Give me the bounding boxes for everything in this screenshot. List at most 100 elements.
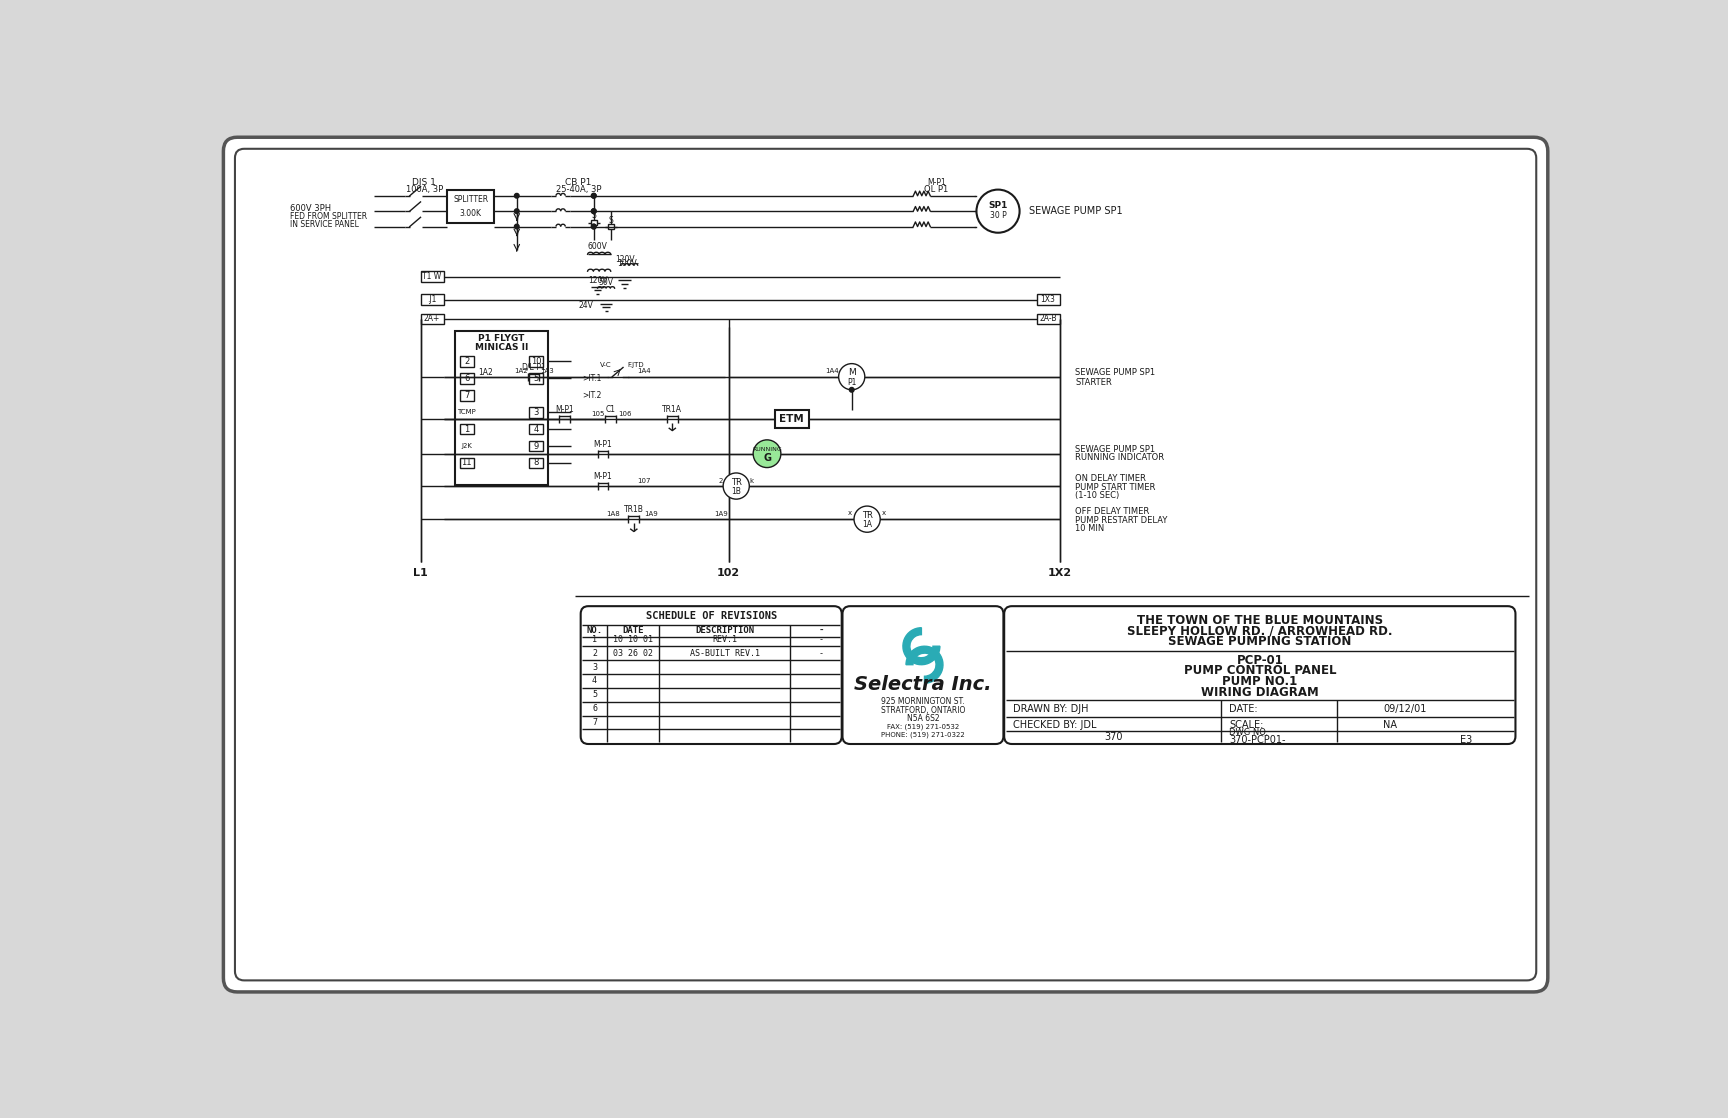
Bar — [529, 424, 543, 435]
Text: -: - — [819, 626, 824, 635]
Text: L1: L1 — [413, 568, 429, 578]
Text: NA: NA — [1382, 720, 1396, 730]
Circle shape — [753, 439, 781, 467]
Circle shape — [854, 506, 880, 532]
Text: 120V: 120V — [588, 276, 608, 285]
Bar — [1037, 313, 1059, 324]
Text: THE TOWN OF THE BLUE MOUNTAINS: THE TOWN OF THE BLUE MOUNTAINS — [1137, 614, 1382, 626]
Text: T1 W: T1 W — [422, 272, 442, 281]
Text: 1A2: 1A2 — [513, 368, 527, 375]
Text: 1A9: 1A9 — [645, 511, 658, 517]
Circle shape — [850, 388, 854, 392]
Bar — [460, 390, 473, 400]
Text: 100A, 3P: 100A, 3P — [406, 186, 442, 195]
Text: STARTER: STARTER — [1075, 378, 1111, 387]
Text: 3.00K: 3.00K — [460, 209, 482, 218]
Text: 6: 6 — [465, 373, 470, 382]
Text: DATE: DATE — [622, 626, 645, 635]
Text: >IT.1: >IT.1 — [582, 373, 601, 382]
Circle shape — [515, 209, 518, 214]
Text: 1X3: 1X3 — [1040, 295, 1056, 304]
Text: 25-40A, 3P: 25-40A, 3P — [556, 186, 601, 195]
Text: IN SERVICE PANEL: IN SERVICE PANEL — [290, 220, 358, 229]
Text: 10: 10 — [530, 357, 541, 366]
Text: DWG NO.: DWG NO. — [1229, 728, 1268, 737]
Bar — [448, 190, 494, 224]
Circle shape — [591, 209, 596, 214]
Text: 5: 5 — [593, 690, 598, 699]
FancyBboxPatch shape — [843, 606, 1004, 743]
Text: SPLITTER: SPLITTER — [453, 196, 487, 205]
Text: S: S — [608, 216, 613, 225]
Text: STRATFORD, ONTARIO: STRATFORD, ONTARIO — [881, 705, 966, 714]
Bar — [529, 440, 543, 452]
Text: SEWAGE PUMP SP1: SEWAGE PUMP SP1 — [1075, 445, 1154, 454]
Text: REV.1: REV.1 — [712, 635, 738, 644]
Text: 1A9: 1A9 — [714, 511, 727, 517]
Text: 1: 1 — [465, 425, 470, 434]
Bar — [460, 424, 473, 435]
Text: E3: E3 — [1460, 736, 1472, 746]
FancyBboxPatch shape — [1004, 606, 1515, 743]
Text: OL P1: OL P1 — [924, 186, 949, 195]
Bar — [460, 457, 473, 468]
Text: 7: 7 — [593, 718, 598, 727]
Text: ON DELAY TIMER: ON DELAY TIMER — [1075, 474, 1146, 483]
Text: 600V 3PH: 600V 3PH — [290, 205, 330, 214]
Text: 1A4: 1A4 — [826, 368, 840, 373]
Circle shape — [591, 209, 596, 214]
Text: 30 P: 30 P — [990, 210, 1006, 219]
Text: D/L-P1: D/L-P1 — [522, 363, 546, 372]
Text: P1 FLYGT: P1 FLYGT — [479, 333, 525, 343]
Text: PUMP NO.1: PUMP NO.1 — [1222, 675, 1298, 689]
Text: 2: 2 — [593, 648, 598, 657]
FancyBboxPatch shape — [581, 606, 842, 743]
Text: 370-PCP01-: 370-PCP01- — [1229, 736, 1286, 746]
Text: 1A4: 1A4 — [638, 368, 651, 375]
Text: M-P1: M-P1 — [926, 178, 945, 187]
Text: ETM: ETM — [779, 414, 804, 424]
Circle shape — [515, 193, 518, 198]
Bar — [529, 407, 543, 417]
Bar — [420, 272, 444, 282]
Text: x: x — [881, 510, 886, 517]
Text: M-P1: M-P1 — [555, 406, 574, 415]
Text: 102: 102 — [717, 568, 740, 578]
Bar — [460, 373, 473, 383]
Wedge shape — [904, 627, 940, 665]
Text: NO.: NO. — [586, 626, 603, 635]
Bar — [1037, 294, 1059, 305]
Text: PUMP START TIMER: PUMP START TIMER — [1075, 483, 1156, 492]
Text: 3: 3 — [593, 663, 598, 672]
Text: G: G — [764, 453, 771, 463]
Text: N5A 6S2: N5A 6S2 — [907, 714, 940, 723]
Text: SCHEDULE OF REVISIONS: SCHEDULE OF REVISIONS — [646, 612, 778, 622]
Circle shape — [591, 193, 596, 198]
Text: DIS 1: DIS 1 — [413, 178, 435, 187]
Text: 1X2: 1X2 — [1047, 568, 1071, 578]
Text: TR1A: TR1A — [662, 406, 683, 415]
Bar — [529, 356, 543, 367]
Text: -: - — [819, 648, 824, 657]
Text: P1: P1 — [847, 378, 857, 387]
Text: 2A-B: 2A-B — [1039, 314, 1058, 323]
Circle shape — [591, 225, 596, 229]
Text: PCP-01: PCP-01 — [1236, 654, 1284, 666]
Bar — [529, 373, 543, 383]
Text: 120V: 120V — [615, 255, 634, 264]
Bar — [591, 220, 596, 225]
Bar — [529, 457, 543, 468]
Text: 600V: 600V — [588, 243, 608, 252]
Text: 10 MIN: 10 MIN — [1075, 524, 1104, 533]
Bar — [608, 225, 613, 229]
Text: k: k — [750, 477, 753, 484]
Text: 4: 4 — [593, 676, 598, 685]
Text: 6: 6 — [593, 704, 598, 713]
Text: SP1: SP1 — [988, 200, 1007, 209]
Text: 5: 5 — [534, 373, 539, 382]
Text: 24V: 24V — [579, 302, 593, 311]
Text: (1-10 SEC): (1-10 SEC) — [1075, 491, 1120, 500]
Text: FAX: (519) 271-0532: FAX: (519) 271-0532 — [886, 723, 959, 730]
Text: RUNNING INDICATOR: RUNNING INDICATOR — [1075, 453, 1165, 462]
Text: x: x — [848, 510, 852, 517]
